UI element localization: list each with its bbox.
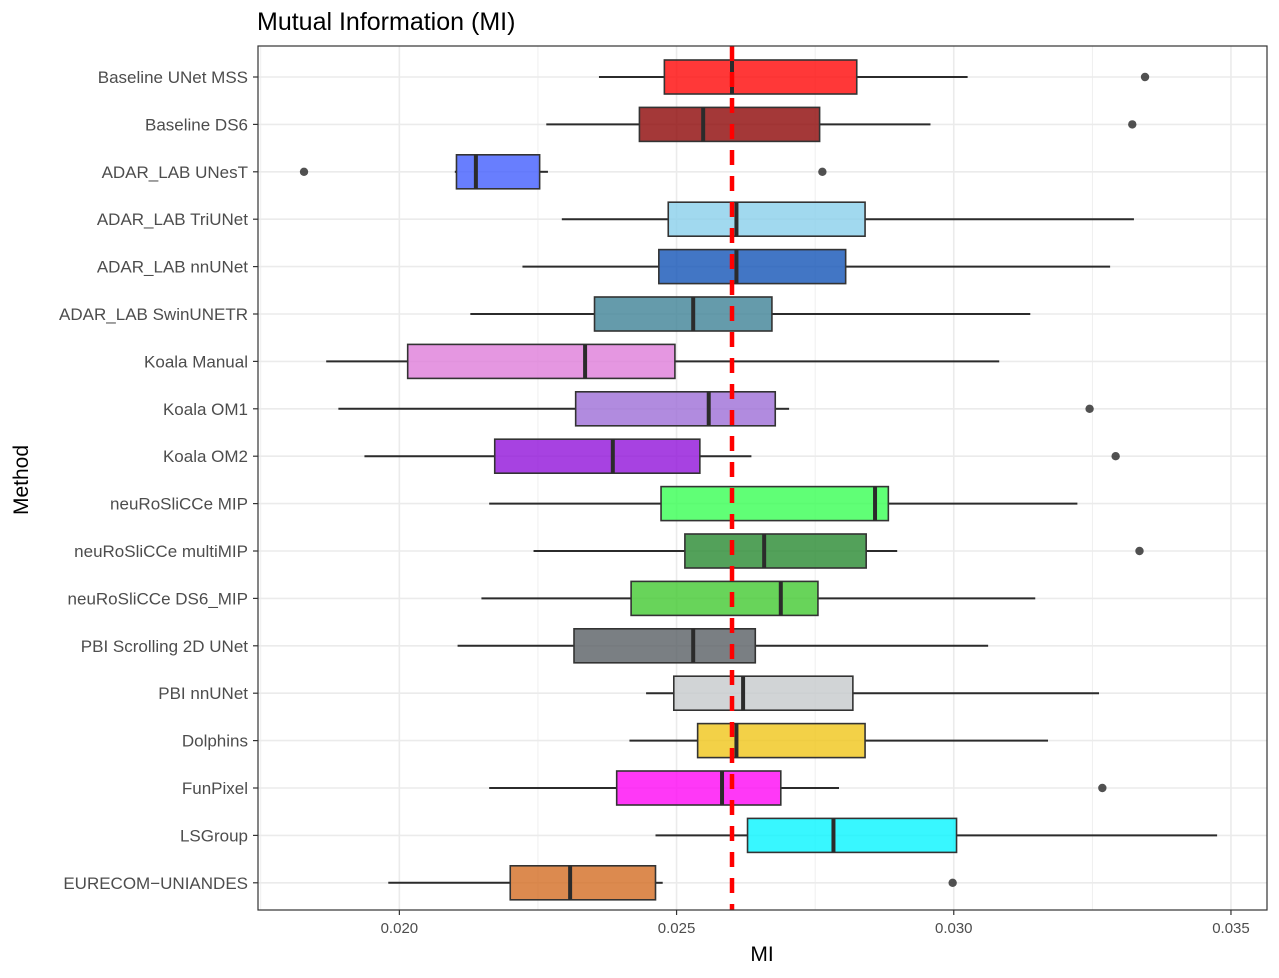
x-tick-label: 0.035 — [1212, 920, 1250, 937]
y-tick-label: Koala OM2 — [163, 447, 248, 466]
boxplot-13 — [646, 675, 1100, 712]
boxplot-12 — [457, 627, 989, 664]
box — [658, 248, 847, 285]
outlier-point — [1128, 120, 1137, 129]
y-tick-label: EURECOM−UNIANDES — [63, 874, 248, 893]
boxplot-11 — [481, 580, 1036, 617]
y-tick-label: LSGroup — [180, 826, 248, 845]
y-tick-label: neuRoSliCCe MIP — [110, 495, 248, 514]
boxplot-8 — [364, 438, 1120, 475]
outlier-point — [1085, 404, 1094, 413]
box — [615, 770, 782, 806]
y-tick-label: ADAR_LAB nnUNet — [97, 258, 248, 277]
box — [660, 485, 890, 522]
outlier-point — [1098, 783, 1107, 793]
boxplot-5 — [470, 296, 1031, 332]
box — [593, 296, 773, 332]
boxplot-9 — [489, 485, 1078, 522]
x-tick-label: 0.025 — [658, 920, 696, 937]
x-tick-label: 0.030 — [935, 920, 973, 937]
outlier-point — [818, 167, 827, 176]
outlier-point — [299, 167, 309, 176]
y-tick-label: neuRoSliCCe multiMIP — [74, 542, 248, 561]
boxplots — [299, 59, 1218, 901]
boxplot-15 — [489, 770, 1107, 806]
box — [509, 864, 657, 901]
outlier-point — [1135, 546, 1144, 556]
boxplot-14 — [629, 722, 1049, 759]
boxplot-4 — [522, 248, 1111, 285]
x-tick-label: 0.020 — [381, 920, 419, 937]
box — [667, 201, 866, 237]
y-tick-label: FunPixel — [182, 779, 248, 798]
box — [684, 533, 867, 569]
y-tick-label: ADAR_LAB UNesT — [102, 163, 248, 182]
boxplot-1 — [546, 106, 1137, 143]
boxplot-6 — [326, 343, 1000, 380]
plot-panel — [257, 45, 1268, 911]
boxplot-7 — [338, 390, 1094, 427]
boxplot-17 — [388, 864, 957, 901]
y-tick-label: Koala Manual — [144, 352, 248, 371]
y-tick-label: Baseline DS6 — [145, 115, 248, 134]
y-axis-title: Method — [10, 445, 33, 515]
boxplot-2 — [299, 154, 827, 190]
y-axis-ticks: Baseline UNet MSS Baseline DS6 ADAR_LAB UN… — [59, 68, 258, 893]
box — [696, 722, 866, 759]
boxplot-16 — [655, 817, 1218, 854]
box — [455, 154, 541, 190]
box — [574, 390, 777, 427]
box — [638, 106, 821, 143]
boxplot-10 — [533, 533, 1144, 569]
box — [406, 343, 676, 380]
box — [746, 817, 958, 854]
box — [663, 59, 858, 95]
y-tick-label: Baseline UNet MSS — [98, 68, 248, 87]
box — [493, 438, 701, 475]
box — [672, 675, 854, 712]
outlier-point — [1111, 452, 1120, 461]
y-tick-label: PBI nnUNet — [158, 684, 248, 703]
y-tick-label: ADAR_LAB SwinUNETR — [59, 305, 248, 324]
chart-title: Mutual Information (MI) — [257, 8, 515, 36]
y-tick-label: Koala OM1 — [163, 400, 248, 419]
x-axis-ticks: 0.020 0.025 0.030 0.035 — [381, 910, 1250, 937]
y-tick-label: PBI Scrolling 2D UNet — [81, 637, 249, 656]
outlier-point — [1140, 72, 1150, 82]
boxplot-3 — [561, 201, 1134, 237]
y-tick-label: ADAR_LAB TriUNet — [97, 210, 248, 229]
x-axis-title: MI — [750, 943, 773, 966]
boxplot-0 — [598, 59, 1150, 95]
box — [630, 580, 819, 617]
outlier-point — [948, 878, 957, 887]
box — [573, 627, 757, 664]
y-tick-label: neuRoSliCCe DS6_MIP — [68, 589, 248, 608]
y-tick-label: Dolphins — [182, 732, 248, 751]
